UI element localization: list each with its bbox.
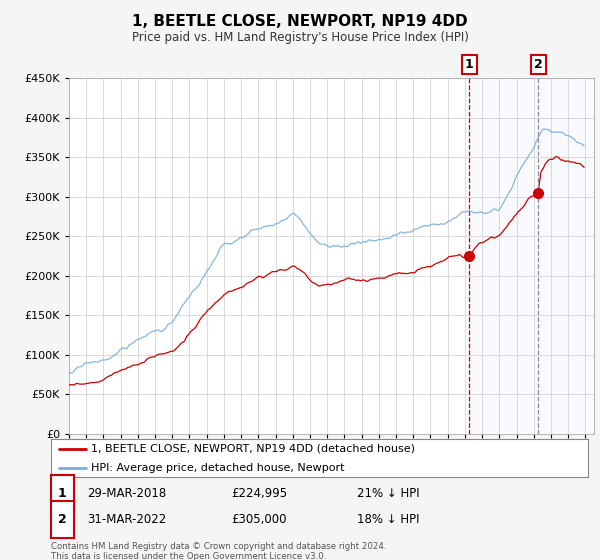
Text: HPI: Average price, detached house, Newport: HPI: Average price, detached house, Newp… [91,463,345,473]
Text: £305,000: £305,000 [231,513,287,526]
Text: 1, BEETLE CLOSE, NEWPORT, NP19 4DD: 1, BEETLE CLOSE, NEWPORT, NP19 4DD [132,14,468,29]
Text: Price paid vs. HM Land Registry's House Price Index (HPI): Price paid vs. HM Land Registry's House … [131,31,469,44]
Text: 18% ↓ HPI: 18% ↓ HPI [357,513,419,526]
Text: 1, BEETLE CLOSE, NEWPORT, NP19 4DD (detached house): 1, BEETLE CLOSE, NEWPORT, NP19 4DD (deta… [91,444,415,454]
Text: 2: 2 [58,513,67,526]
Text: Contains HM Land Registry data © Crown copyright and database right 2024.
This d: Contains HM Land Registry data © Crown c… [51,542,386,560]
Text: 21% ↓ HPI: 21% ↓ HPI [357,487,419,501]
Text: £224,995: £224,995 [231,487,287,501]
Text: 1: 1 [58,487,67,501]
Text: 2: 2 [533,58,542,71]
Text: 1: 1 [465,58,473,71]
Text: 29-MAR-2018: 29-MAR-2018 [87,487,166,501]
Bar [469,78,594,434]
Text: 31-MAR-2022: 31-MAR-2022 [87,513,166,526]
